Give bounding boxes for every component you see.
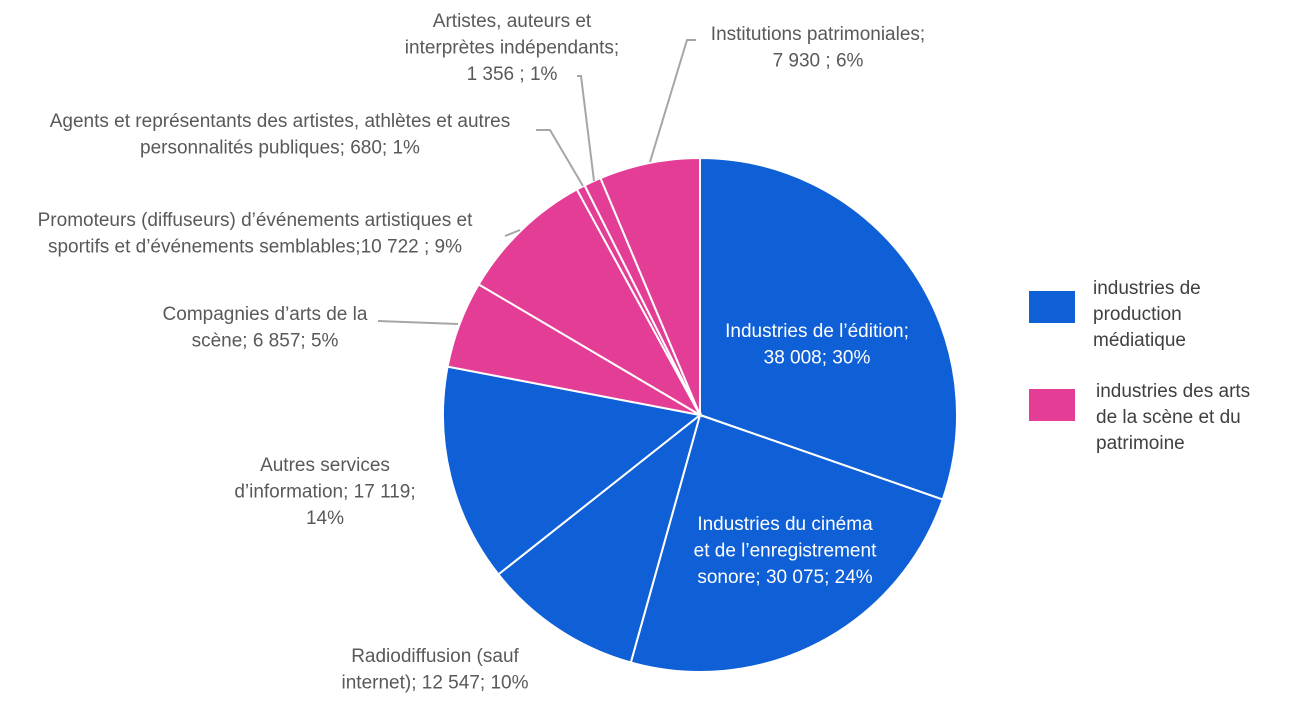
legend-label-line: industries de [1093,278,1201,299]
pie-slices [442,156,958,673]
slice-label-line: Agents et représentants des artistes, at… [50,111,510,132]
slice-label-line: Autres services [260,455,390,476]
slice-label-line: Institutions patrimoniales; [711,24,925,45]
slice-label-line: Compagnies d’arts de la [163,304,368,325]
pie-slice [699,156,958,501]
pie-slice [496,412,702,664]
legend-label: industries de production médiatique [1093,278,1201,351]
slice-label-line: Industries du cinéma [697,514,873,535]
slice-label-line: sonore; 30 075; 24% [697,567,872,588]
legend-label-line: médiatique [1093,330,1186,351]
slice-label: Agents et représentants des artistes, at… [50,111,510,159]
slice-label-line: 1 356 ; 1% [467,64,558,85]
pie-slice [477,188,703,418]
slice-label-line: Radiodiffusion (sauf [351,646,519,667]
slice-label: Compagnies d’arts de la scène; 6 857; 5% [163,304,368,352]
pie-slice [629,413,944,673]
slice-label-line: sportifs et d’événements semblables;10 7… [48,237,462,258]
slice-label: Promoteurs (diffuseurs) d’événements art… [38,210,473,258]
leader-line [649,39,696,163]
leader-lines [377,39,696,325]
legend-label-line: de la scène et du [1096,407,1241,428]
legend: industries de production médiatiqueindustr… [1029,278,1250,454]
slice-label-line: et de l’enregistrement [694,541,877,562]
slice-label: Industries de l’édition; 38 008; 30% [725,321,909,369]
slice-label-line: scène; 6 857; 5% [192,331,339,352]
slice-label: Artistes, auteurs et interprètes indépend… [405,11,619,85]
leader-line [504,229,521,237]
slice-label-line: d’information; 17 119; [234,482,415,503]
legend-label-line: production [1093,304,1182,325]
pie-slice [442,365,703,576]
slice-labels: Industries de l’édition; 38 008; 30%Indus… [38,11,926,694]
slice-label: Autres services d’information; 17 119; 14% [234,455,415,529]
slice-label-line: Artistes, auteurs et [433,11,592,32]
slice-label-line: internet); 12 547; 10% [342,673,529,694]
slice-label-line: 7 930 ; 6% [773,51,864,72]
leader-line [536,129,584,187]
slice-label-line: 14% [306,508,344,529]
slice-label-line: interprètes indépendants; [405,38,619,59]
slice-label-line: Promoteurs (diffuseurs) d’événements art… [38,210,473,231]
slice-label-line: Industries de l’édition; [725,321,909,342]
leader-line [377,320,459,325]
slice-label: Institutions patrimoniales; 7 930 ; 6% [711,24,925,72]
pie-slice [599,156,701,416]
slice-label: Industries du cinéma et de l’enregistreme… [694,514,877,588]
leader-line [577,75,595,182]
legend-label-line: patrimoine [1096,433,1185,454]
slice-label: Radiodiffusion (sauf internet); 12 547; 1… [342,646,529,694]
slice-label-line: personnalités publiques; 680; 1% [140,138,420,159]
legend-swatch [1029,291,1075,323]
legend-label-line: industries des arts [1096,381,1250,402]
legend-label: industries des arts de la scène et du patr… [1096,381,1250,454]
legend-swatch [1029,389,1075,421]
slice-label-line: 38 008; 30% [764,348,871,369]
